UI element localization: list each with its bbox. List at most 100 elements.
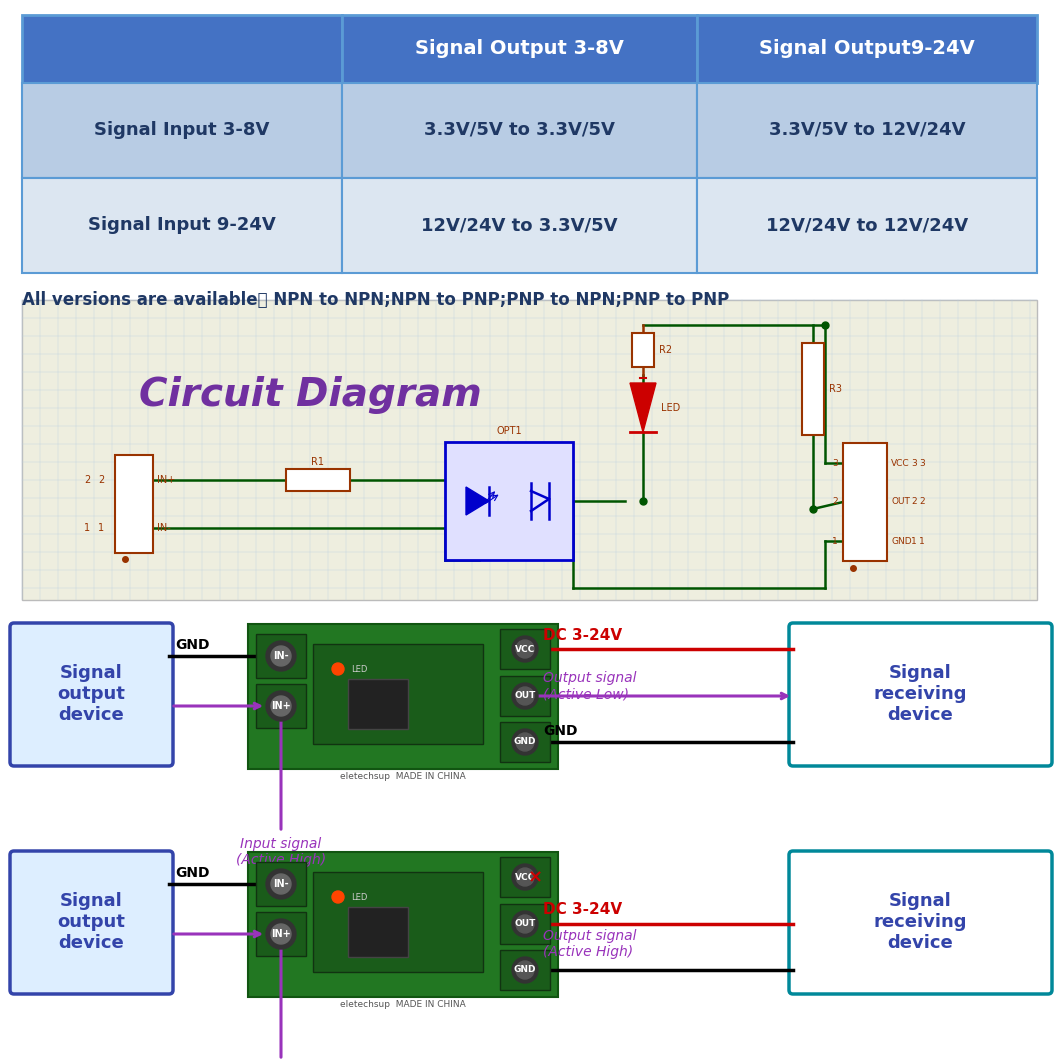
Circle shape [271, 646, 291, 666]
Text: VCC: VCC [515, 873, 535, 881]
Bar [342, 15, 697, 83]
Bar [500, 904, 550, 944]
Circle shape [511, 911, 538, 937]
Text: R1: R1 [311, 457, 324, 467]
Text: 2: 2 [832, 498, 838, 506]
Text: R3: R3 [829, 384, 842, 394]
Bar [843, 443, 887, 561]
Text: DC 3-24V: DC 3-24V [543, 628, 622, 643]
Text: 1: 1 [919, 537, 925, 545]
Circle shape [511, 683, 538, 708]
Text: 3.3V/5V to 12V/24V: 3.3V/5V to 12V/24V [769, 121, 965, 139]
Bar [348, 679, 408, 729]
Text: 3: 3 [832, 459, 838, 467]
Bar [115, 455, 152, 553]
Text: 1: 1 [911, 537, 917, 545]
Bar [313, 872, 483, 972]
Text: Signal
output
device: Signal output device [57, 664, 125, 723]
Circle shape [511, 636, 538, 662]
Circle shape [516, 915, 534, 933]
Circle shape [333, 891, 344, 903]
Text: IN-: IN- [273, 879, 289, 889]
Text: 3.3V/5V to 3.3V/5V: 3.3V/5V to 3.3V/5V [424, 121, 614, 139]
Text: 12V/24V to 3.3V/5V: 12V/24V to 3.3V/5V [420, 216, 617, 234]
Bar [256, 862, 306, 907]
Circle shape [266, 692, 297, 721]
FancyBboxPatch shape [10, 623, 173, 766]
FancyBboxPatch shape [789, 851, 1052, 994]
Text: eletechsup  MADE IN CHINA: eletechsup MADE IN CHINA [340, 772, 466, 780]
Circle shape [516, 868, 534, 886]
Text: VCC: VCC [891, 459, 910, 467]
Circle shape [511, 729, 538, 755]
Text: 12V/24V to 12V/24V: 12V/24V to 12V/24V [766, 216, 968, 234]
Circle shape [333, 663, 344, 675]
Bar [256, 912, 306, 956]
Text: GND: GND [514, 737, 536, 747]
Text: Signal Input 3-8V: Signal Input 3-8V [94, 121, 270, 139]
Text: 1: 1 [84, 523, 90, 533]
Bar [22, 83, 342, 178]
Bar [500, 950, 550, 990]
Bar [500, 629, 550, 669]
Circle shape [516, 640, 534, 658]
Text: Circuit Diagram: Circuit Diagram [139, 376, 482, 414]
Bar [500, 722, 550, 762]
Text: 2: 2 [97, 475, 104, 485]
Bar [500, 676, 550, 716]
Text: 1: 1 [97, 523, 104, 533]
Bar [697, 83, 1037, 178]
Bar [342, 83, 697, 178]
Text: Signal Output 3-8V: Signal Output 3-8V [414, 39, 624, 58]
Bar [22, 300, 1037, 600]
Circle shape [266, 869, 297, 899]
Text: IN-: IN- [157, 523, 170, 533]
Circle shape [271, 696, 291, 716]
Bar [632, 333, 654, 367]
Circle shape [266, 641, 297, 671]
Circle shape [511, 957, 538, 983]
Bar [697, 15, 1037, 83]
Polygon shape [466, 487, 489, 515]
Text: LED: LED [661, 403, 680, 413]
Text: eletechsup  MADE IN CHINA: eletechsup MADE IN CHINA [340, 1000, 466, 1009]
Bar [348, 907, 408, 957]
Text: VCC: VCC [515, 645, 535, 653]
Bar [500, 857, 550, 897]
Polygon shape [630, 383, 656, 432]
Bar [256, 634, 306, 678]
Circle shape [511, 864, 538, 890]
Bar [802, 343, 824, 435]
Text: Output signal
(Active Low): Output signal (Active Low) [543, 671, 636, 701]
Circle shape [271, 925, 291, 944]
Text: Signal
output
device: Signal output device [57, 892, 125, 952]
Text: Signal
receiving
device: Signal receiving device [874, 664, 967, 723]
Text: 1: 1 [832, 537, 838, 545]
Text: 2: 2 [919, 498, 925, 506]
Text: Signal Output9-24V: Signal Output9-24V [759, 39, 975, 58]
Text: IN+: IN+ [271, 929, 291, 939]
Text: LED: LED [351, 893, 367, 901]
Circle shape [516, 961, 534, 979]
Text: GND: GND [175, 866, 210, 880]
FancyBboxPatch shape [789, 623, 1052, 766]
Circle shape [271, 874, 291, 894]
Bar [697, 178, 1037, 273]
Text: ×: × [528, 868, 543, 886]
Text: IN+: IN+ [157, 475, 175, 485]
Text: 3: 3 [919, 459, 925, 467]
Text: OUT: OUT [515, 692, 536, 700]
Bar [256, 684, 306, 728]
Text: Input signal
(Active High): Input signal (Active High) [236, 837, 326, 867]
Bar [248, 624, 558, 769]
Text: 2: 2 [911, 498, 917, 506]
Bar [248, 852, 558, 997]
Bar [22, 15, 342, 83]
Text: OUT: OUT [891, 498, 910, 506]
Text: 2: 2 [84, 475, 90, 485]
Text: IN-: IN- [273, 651, 289, 661]
Text: IN+: IN+ [271, 701, 291, 711]
Text: Output signal
(Active High): Output signal (Active High) [543, 929, 636, 959]
Circle shape [516, 687, 534, 705]
Text: 3: 3 [911, 459, 917, 467]
